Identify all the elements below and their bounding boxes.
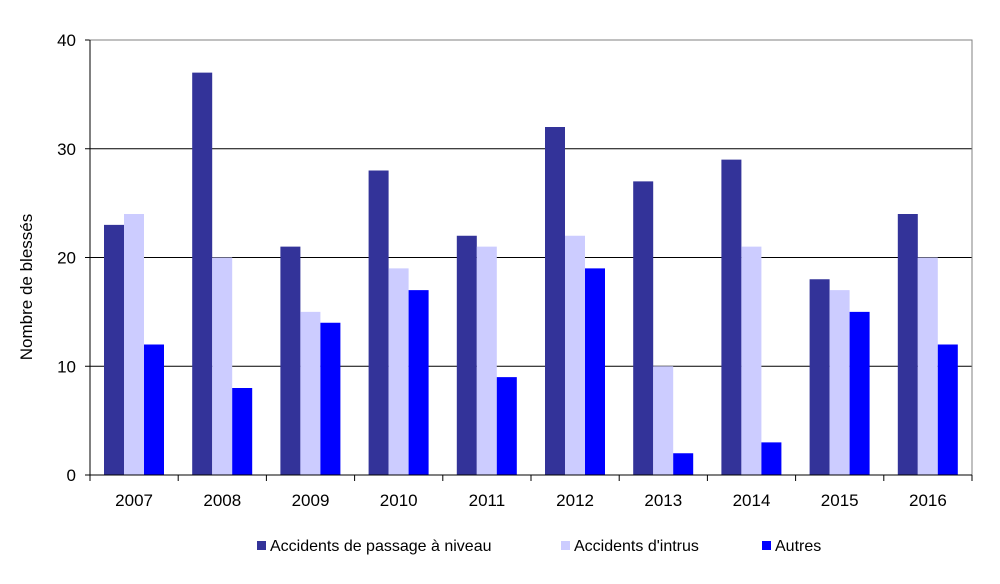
bar [104,224,124,475]
bar [408,290,429,475]
bars [104,72,958,475]
bar [320,322,341,475]
bar [212,257,233,475]
x-tick-label: 2014 [733,491,771,510]
bar [388,268,409,475]
legend-label: Autres [775,538,821,555]
bar [585,268,605,475]
y-tick-labels: 0 10 20 30 40 [57,31,76,485]
bar [673,453,694,475]
bar [829,290,850,475]
bar [456,235,477,475]
y-axis-label: Nombre de blessés [17,214,36,360]
bar [741,246,762,475]
y-tick-label: 30 [57,140,76,159]
bar [565,235,585,475]
y-tick-label: 20 [57,249,76,268]
bar [192,72,213,475]
legend-swatch [257,541,266,550]
axes [85,39,973,481]
bar [849,311,870,475]
bar [232,388,253,475]
bar [368,170,389,475]
x-tick-label: 2008 [203,491,241,510]
x-tick-labels: 2007 2008 2009 2010 2011 2012 2013 2014 2015 2016 [115,491,947,510]
bar [545,127,565,475]
bar [496,377,517,475]
legend-label: Accidents d'intrus [574,538,699,555]
y-tick-label: 10 [57,357,76,376]
bar [124,214,144,475]
legend: Accidents de passage à niveau Accidents d… [257,538,821,555]
bar [897,214,918,475]
bar [476,246,497,475]
y-tick-label: 40 [57,31,76,50]
legend-label: Accidents de passage à niveau [270,538,491,555]
bar [280,246,301,475]
bar [937,344,958,475]
y-tick-label: 0 [67,466,76,485]
bar [761,442,782,475]
legend-swatch [561,541,570,550]
bar [300,311,321,475]
x-tick-label: 2009 [292,491,330,510]
x-tick-label: 2016 [909,491,947,510]
x-tick-label: 2012 [556,491,594,510]
bar [721,159,742,475]
bar [653,366,674,475]
bar [809,279,830,475]
bar [917,257,938,475]
x-tick-label: 2007 [115,491,153,510]
legend-swatch [762,541,771,550]
x-tick-label: 2011 [469,491,506,510]
x-tick-label: 2013 [644,491,682,510]
x-tick-label: 2010 [380,491,418,510]
bar [144,344,164,475]
bar [633,181,654,475]
x-tick-label: 2015 [821,491,859,510]
